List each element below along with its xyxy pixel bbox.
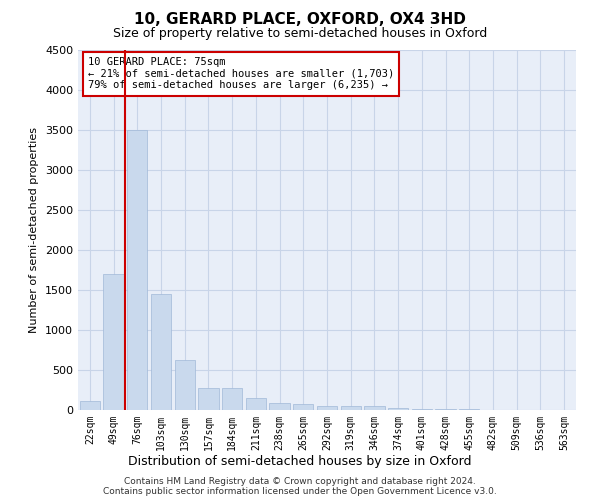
Bar (341, 406, 361, 410)
Text: Size of property relative to semi-detached houses in Oxford: Size of property relative to semi-detach… (113, 28, 487, 40)
Text: Contains HM Land Registry data © Crown copyright and database right 2024.: Contains HM Land Registry data © Crown c… (124, 478, 476, 486)
Bar (317, 406, 337, 410)
Y-axis label: Number of semi-detached properties: Number of semi-detached properties (29, 127, 40, 333)
Bar (151, 294, 171, 410)
Text: 10 GERARD PLACE: 75sqm
← 21% of semi-detached houses are smaller (1,703)
79% of : 10 GERARD PLACE: 75sqm ← 21% of semi-det… (88, 57, 394, 90)
Bar (199, 388, 218, 410)
Bar (246, 398, 266, 410)
Bar (412, 409, 432, 410)
Bar (364, 406, 385, 410)
Bar (103, 274, 124, 410)
Text: 10, GERARD PLACE, OXFORD, OX4 3HD: 10, GERARD PLACE, OXFORD, OX4 3HD (134, 12, 466, 28)
Bar (293, 404, 313, 410)
Bar (175, 360, 195, 410)
Text: Distribution of semi-detached houses by size in Oxford: Distribution of semi-detached houses by … (128, 455, 472, 468)
Bar (127, 130, 148, 410)
Bar (269, 403, 290, 410)
Bar (388, 408, 408, 410)
Bar (222, 388, 242, 410)
Bar (80, 401, 100, 410)
Bar (436, 409, 455, 410)
Text: Contains public sector information licensed under the Open Government Licence v3: Contains public sector information licen… (103, 488, 497, 496)
